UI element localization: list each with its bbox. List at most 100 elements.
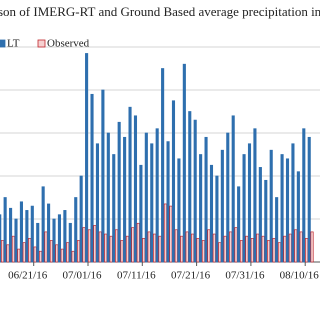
bar-lt	[209, 164, 214, 263]
bar-lt	[74, 197, 78, 263]
x-tick-label: 06/21/16	[8, 270, 48, 282]
bar-observed	[163, 203, 167, 263]
bar-observed	[256, 233, 260, 263]
bar-lt	[9, 207, 13, 263]
bar-lt	[182, 63, 186, 263]
bar-observed	[158, 235, 162, 263]
bar-lt	[139, 164, 143, 263]
bar-lt	[166, 141, 170, 263]
bar-observed	[196, 238, 200, 263]
bar-observed	[283, 235, 287, 263]
bar-lt	[247, 143, 252, 263]
bar-observed	[201, 240, 205, 263]
bar-lt	[79, 175, 83, 263]
bar-observed	[120, 240, 124, 263]
bar-lt	[19, 201, 23, 263]
bar-lt	[68, 222, 72, 263]
bar-lt	[231, 115, 235, 263]
bar-observed	[277, 242, 282, 263]
bar-lt	[177, 158, 181, 263]
bar-lt	[101, 89, 105, 263]
bar-observed	[60, 248, 64, 263]
bar-lt	[296, 171, 300, 263]
bar-lt	[237, 186, 241, 263]
bar-lt	[133, 115, 138, 263]
bar-lt	[264, 179, 268, 263]
bar-observed	[267, 240, 271, 263]
x-tick-label: 07/01/16	[62, 270, 102, 282]
bar-observed	[11, 235, 15, 263]
bar-observed	[49, 240, 53, 263]
bar-observed	[109, 235, 113, 263]
bar-observed	[229, 231, 233, 263]
bar-observed	[104, 233, 108, 263]
bar-lt	[215, 175, 219, 263]
bar-lt	[117, 121, 121, 263]
bar-lt	[128, 106, 132, 263]
bar-observed	[153, 233, 157, 263]
bar-lt	[242, 154, 246, 263]
bar-observed	[310, 231, 314, 263]
bar-observed	[33, 246, 37, 263]
bar-observed	[131, 227, 135, 263]
x-tick-label: 08/10/16	[280, 270, 320, 282]
bar-lt	[171, 100, 176, 263]
bar-observed	[185, 231, 189, 263]
bar-observed	[147, 231, 151, 263]
bar-observed	[250, 238, 254, 263]
bar-observed	[180, 235, 184, 263]
legend-swatch	[37, 39, 46, 48]
bar-observed	[136, 222, 140, 263]
bar-lt	[155, 128, 159, 263]
chart-title: son of IMERG-RT and Ground Based average…	[0, 4, 320, 19]
bar-observed	[288, 233, 292, 263]
bar-lt	[226, 132, 230, 263]
bar-observed	[17, 248, 21, 263]
bar-observed	[114, 229, 119, 263]
bar-observed	[218, 242, 222, 263]
bar-lt	[57, 214, 62, 263]
bar-lt	[204, 136, 208, 263]
bar-observed	[272, 238, 276, 263]
bar-observed	[207, 229, 211, 263]
bar-lt	[253, 128, 257, 263]
bar-lt	[63, 210, 67, 263]
bar-lt	[106, 132, 110, 263]
bar-lt	[258, 167, 262, 263]
bar-observed	[38, 250, 43, 263]
bar-lt	[85, 53, 89, 263]
bar-observed	[87, 229, 91, 263]
bar-observed	[294, 229, 298, 263]
bar-lt	[0, 214, 2, 263]
bar-lt	[280, 154, 284, 263]
x-tick-label: 07/11/16	[117, 270, 156, 282]
bar-observed	[191, 233, 195, 263]
bar-lt	[3, 197, 7, 263]
bar-observed	[6, 244, 10, 263]
bar-observed	[55, 244, 59, 263]
bar-observed	[234, 227, 238, 263]
bar-lt	[188, 111, 192, 263]
bar-lt	[275, 197, 279, 263]
bar-lt	[90, 93, 94, 263]
bar-lt	[41, 186, 45, 263]
bar-observed	[125, 235, 129, 263]
bar-observed	[93, 225, 97, 263]
bar-lt	[47, 203, 51, 263]
legend-label: LT	[7, 38, 20, 50]
bar-lt	[123, 136, 127, 263]
bar-lt	[52, 218, 56, 263]
bar-observed	[305, 238, 309, 263]
bar-lt	[291, 143, 295, 263]
bar-observed	[98, 231, 102, 263]
bar-observed	[174, 229, 178, 263]
bar-observed	[66, 242, 70, 263]
bar-lt	[199, 154, 203, 263]
bar-lt	[220, 149, 224, 263]
legend-swatch	[0, 39, 6, 48]
bar-lt	[25, 210, 29, 263]
bar-observed	[142, 238, 146, 263]
bar-observed	[22, 242, 26, 263]
